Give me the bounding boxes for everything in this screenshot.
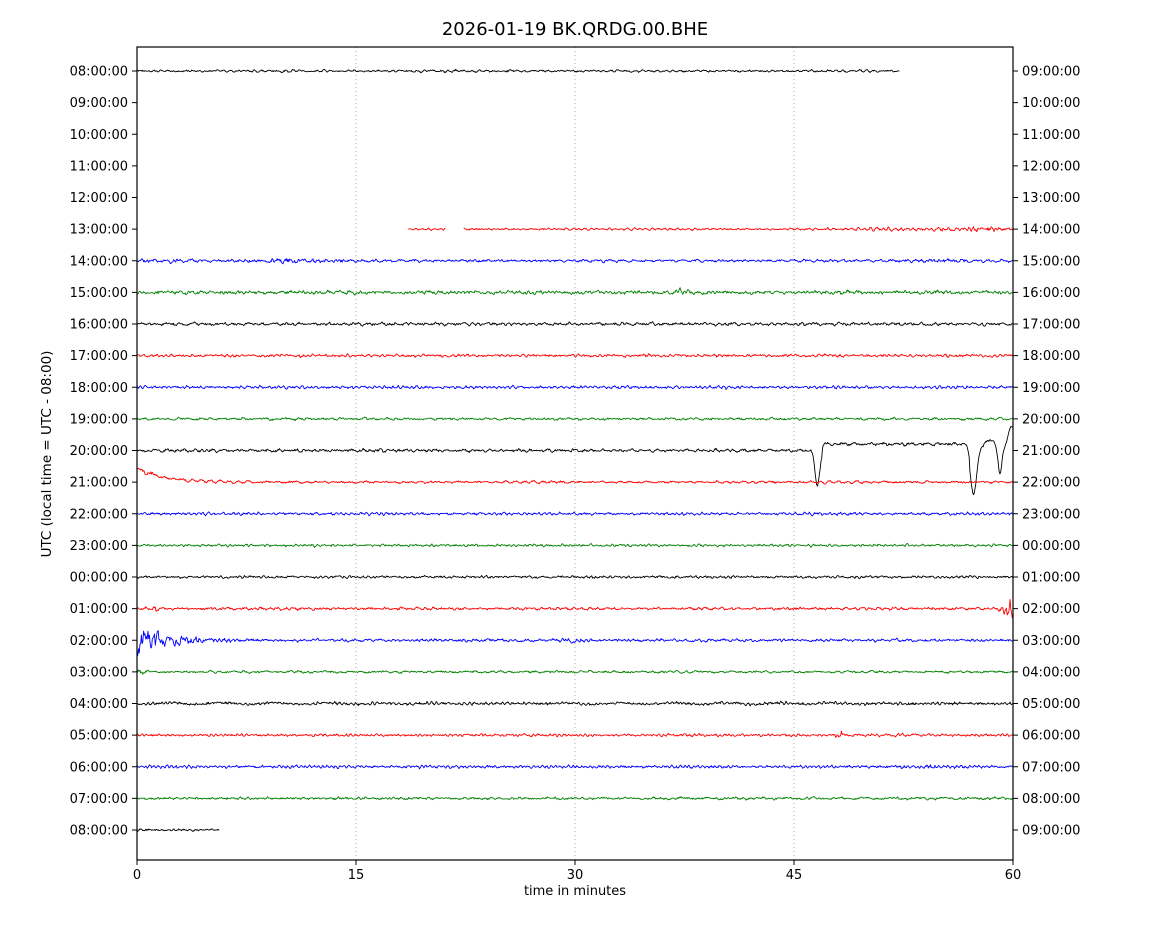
svg-text:16:00:00: 16:00:00 xyxy=(1022,286,1080,301)
svg-text:18:00:00: 18:00:00 xyxy=(70,381,128,396)
svg-text:21:00:00: 21:00:00 xyxy=(1022,444,1080,459)
svg-text:03:00:00: 03:00:00 xyxy=(70,665,128,680)
svg-text:09:00:00: 09:00:00 xyxy=(1022,65,1080,80)
svg-text:13:00:00: 13:00:00 xyxy=(1022,191,1080,206)
x-axis-label: time in minutes xyxy=(523,884,627,899)
svg-text:02:00:00: 02:00:00 xyxy=(70,634,128,649)
svg-text:30: 30 xyxy=(567,868,584,883)
svg-text:04:00:00: 04:00:00 xyxy=(1022,665,1080,680)
svg-text:03:00:00: 03:00:00 xyxy=(1022,634,1080,649)
svg-text:22:00:00: 22:00:00 xyxy=(70,507,128,522)
svg-text:10:00:00: 10:00:00 xyxy=(1022,96,1080,111)
svg-text:17:00:00: 17:00:00 xyxy=(70,349,128,364)
svg-text:07:00:00: 07:00:00 xyxy=(1022,760,1080,775)
svg-text:19:00:00: 19:00:00 xyxy=(70,412,128,427)
svg-text:22:00:00: 22:00:00 xyxy=(1022,476,1080,491)
svg-text:01:00:00: 01:00:00 xyxy=(1022,571,1080,586)
svg-text:01:00:00: 01:00:00 xyxy=(70,602,128,617)
svg-text:00:00:00: 00:00:00 xyxy=(1022,539,1080,554)
svg-text:10:00:00: 10:00:00 xyxy=(70,128,128,143)
svg-text:04:00:00: 04:00:00 xyxy=(70,697,128,712)
svg-text:08:00:00: 08:00:00 xyxy=(1022,792,1080,807)
svg-text:16:00:00: 16:00:00 xyxy=(70,318,128,333)
svg-text:05:00:00: 05:00:00 xyxy=(1022,697,1080,712)
svg-text:23:00:00: 23:00:00 xyxy=(70,539,128,554)
svg-text:00:00:00: 00:00:00 xyxy=(70,571,128,586)
svg-text:20:00:00: 20:00:00 xyxy=(1022,412,1080,427)
svg-text:45: 45 xyxy=(786,868,803,883)
svg-text:07:00:00: 07:00:00 xyxy=(70,792,128,807)
svg-text:08:00:00: 08:00:00 xyxy=(70,65,128,80)
svg-text:09:00:00: 09:00:00 xyxy=(1022,824,1080,839)
svg-text:02:00:00: 02:00:00 xyxy=(1022,602,1080,617)
svg-text:17:00:00: 17:00:00 xyxy=(1022,318,1080,333)
y-axis-label: UTC (local time = UTC - 08:00) xyxy=(39,350,55,558)
svg-text:60: 60 xyxy=(1005,868,1022,883)
svg-text:11:00:00: 11:00:00 xyxy=(70,159,128,174)
svg-text:15:00:00: 15:00:00 xyxy=(70,286,128,301)
svg-text:14:00:00: 14:00:00 xyxy=(70,254,128,269)
svg-text:21:00:00: 21:00:00 xyxy=(70,476,128,491)
svg-text:06:00:00: 06:00:00 xyxy=(1022,729,1080,744)
svg-text:05:00:00: 05:00:00 xyxy=(70,729,128,744)
chart-title: 2026-01-19 BK.QRDG.00.BHE xyxy=(441,19,709,40)
svg-text:11:00:00: 11:00:00 xyxy=(1022,128,1080,143)
svg-text:18:00:00: 18:00:00 xyxy=(1022,349,1080,364)
svg-text:08:00:00: 08:00:00 xyxy=(70,824,128,839)
svg-text:0: 0 xyxy=(133,868,141,883)
svg-text:20:00:00: 20:00:00 xyxy=(70,444,128,459)
svg-text:13:00:00: 13:00:00 xyxy=(70,223,128,238)
svg-text:06:00:00: 06:00:00 xyxy=(70,760,128,775)
svg-text:15:00:00: 15:00:00 xyxy=(1022,254,1080,269)
svg-text:19:00:00: 19:00:00 xyxy=(1022,381,1080,396)
svg-text:14:00:00: 14:00:00 xyxy=(1022,223,1080,238)
svg-text:09:00:00: 09:00:00 xyxy=(70,96,128,111)
svg-text:12:00:00: 12:00:00 xyxy=(1022,159,1080,174)
svg-text:23:00:00: 23:00:00 xyxy=(1022,507,1080,522)
svg-text:15: 15 xyxy=(348,868,365,883)
svg-text:12:00:00: 12:00:00 xyxy=(70,191,128,206)
